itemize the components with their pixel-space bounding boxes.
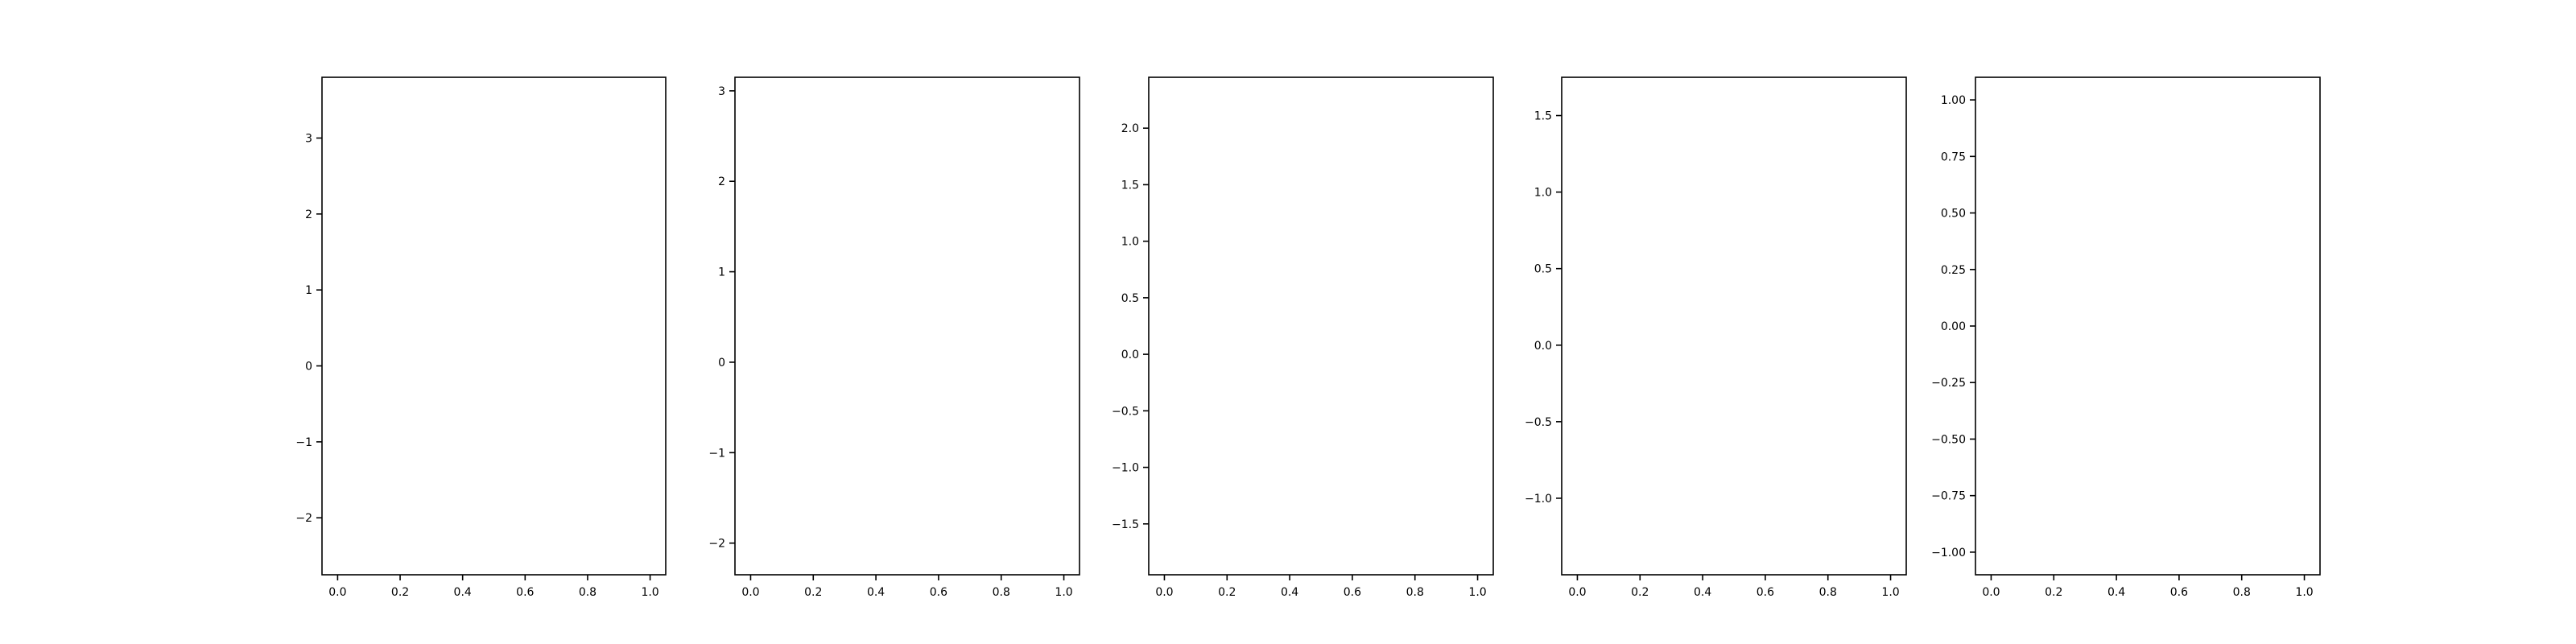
x-tick-label: 1.0 <box>1881 586 1899 599</box>
y-tick-label: −0.5 <box>1112 405 1139 418</box>
x-tick-label: 0.4 <box>2107 586 2125 599</box>
y-tick-label: 1.5 <box>1534 110 1552 123</box>
y-tick-label: 2.0 <box>1121 122 1139 135</box>
y-tick-label: 0.75 <box>1941 151 1966 163</box>
x-tick-label: 0.0 <box>1982 586 2000 599</box>
x-tick-label: 0.4 <box>867 586 885 599</box>
y-tick-label: 0.5 <box>1121 292 1139 305</box>
y-tick-label: 0 <box>305 361 312 374</box>
x-tick-label: 0.0 <box>1568 586 1586 599</box>
y-tick-label: −0.50 <box>1931 433 1966 446</box>
y-tick-label: −0.75 <box>1931 490 1966 503</box>
axes-frame <box>1148 76 1494 576</box>
x-tick-label: 0.0 <box>1155 586 1173 599</box>
x-tick-label: 0.2 <box>2045 586 2062 599</box>
x-tick-label: 0.0 <box>328 586 346 599</box>
y-tick-label: 2 <box>305 208 312 221</box>
x-tick-label: 0.8 <box>1406 586 1424 599</box>
x-tick-label: 1.0 <box>2295 586 2313 599</box>
panel-4: 0.0 0.2 0.4 0.6 0.8 1.0 −1.0 −0.5 0.0 0.5 1.0 1.5 <box>1525 76 1907 599</box>
y-tick-label: 0.25 <box>1941 264 1966 277</box>
x-tick-label: 0.6 <box>930 586 947 599</box>
x-tick-label: 1.0 <box>1468 586 1486 599</box>
y-tick-label: −0.5 <box>1525 416 1552 429</box>
y-tick-label: 0.0 <box>1121 349 1139 361</box>
y-tick-label: 1.5 <box>1121 179 1139 192</box>
axes-frame <box>321 76 667 576</box>
x-tick-label: 0.0 <box>741 586 759 599</box>
axes-frame <box>1561 76 1907 576</box>
y-tick-label: −1 <box>295 436 312 449</box>
panel-5: 0.0 0.2 0.4 0.6 0.8 1.0 −1.00 −0.75 −0.50 −0.25 0.… <box>1931 76 2321 599</box>
x-tick-label: 0.6 <box>2170 586 2188 599</box>
y-tick-label: −1.5 <box>1112 518 1139 531</box>
y-tick-label: 0 <box>718 357 725 369</box>
x-tick-label: 0.2 <box>1631 586 1649 599</box>
x-tick-label: 0.2 <box>804 586 822 599</box>
x-tick-label: 0.8 <box>2233 586 2251 599</box>
y-tick-label: 1.0 <box>1121 236 1139 249</box>
y-tick-label: 1 <box>305 284 312 297</box>
axes-frame <box>734 76 1080 576</box>
y-tick-label: −1.00 <box>1931 547 1966 559</box>
x-tick-label: 0.8 <box>993 586 1010 599</box>
x-tick-label: 0.4 <box>454 586 472 599</box>
x-tick-label: 0.2 <box>391 586 409 599</box>
x-tick-label: 0.8 <box>1819 586 1837 599</box>
y-tick-label: 0.5 <box>1534 263 1552 276</box>
panel-2: 0.0 0.2 0.4 0.6 0.8 1.0 −2 −1 0 1 2 3 <box>708 76 1080 599</box>
y-tick-label: 1.0 <box>1534 187 1552 200</box>
y-tick-label: 1.00 <box>1941 94 1966 107</box>
x-tick-label: 0.6 <box>516 586 534 599</box>
y-tick-label: −2 <box>295 512 312 525</box>
x-tick-label: 0.6 <box>1344 586 1361 599</box>
x-tick-label: 1.0 <box>1055 586 1072 599</box>
y-tick-label: 2 <box>718 175 725 188</box>
y-tick-label: 3 <box>305 132 312 145</box>
x-tick-label: 0.8 <box>579 586 597 599</box>
x-tick-label: 0.4 <box>1694 586 1711 599</box>
y-tick-label: 0.0 <box>1534 340 1552 353</box>
y-tick-label: −0.25 <box>1931 377 1966 390</box>
x-tick-label: 0.2 <box>1218 586 1236 599</box>
y-tick-label: 1 <box>718 266 725 279</box>
x-tick-label: 0.4 <box>1281 586 1298 599</box>
x-tick-label: 0.6 <box>1757 586 1774 599</box>
axes-frame <box>1975 76 2321 576</box>
y-tick-label: −1.0 <box>1112 462 1139 475</box>
y-tick-label: 0.00 <box>1941 320 1966 333</box>
panel-1: 0.0 0.2 0.4 0.6 0.8 1.0 −2 −1 0 1 2 3 <box>295 76 667 599</box>
y-tick-label: −1.0 <box>1525 493 1552 506</box>
y-tick-label: −2 <box>708 538 725 551</box>
x-tick-label: 1.0 <box>641 586 658 599</box>
y-tick-label: −1 <box>708 447 725 460</box>
y-tick-label: 0.50 <box>1941 208 1966 221</box>
y-tick-label: 3 <box>718 85 725 98</box>
panel-3: 0.0 0.2 0.4 0.6 0.8 1.0 −1.5 −1.0 −0.5 0.0 0.5 1.0 1… <box>1112 76 1494 599</box>
